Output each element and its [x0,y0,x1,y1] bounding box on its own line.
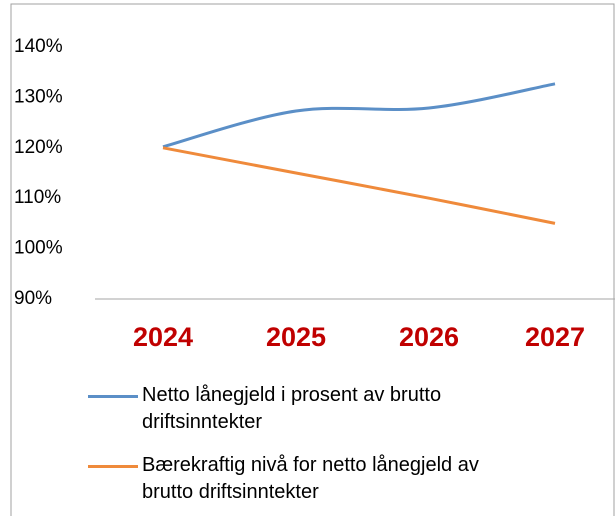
y-tick-label: 120% [14,137,63,158]
y-tick-label: 90% [14,288,52,309]
legend-item: Bærekraftig nivå for netto lånegjeld av … [88,452,508,506]
x-tick-label: 2027 [525,322,585,352]
y-tick-label: 110% [14,187,61,208]
x-tick-label: 2025 [266,322,326,352]
legend-key [88,395,138,398]
legend-key [88,465,138,468]
y-tick-label: 130% [14,86,63,107]
y-tick-label: 140% [14,36,63,57]
x-tick-label: 2026 [399,322,459,352]
chart-border [10,3,615,516]
legend-label: Bærekraftig nivå for netto lånegjeld av … [142,454,479,503]
legend-item: Netto lånegjeld i prosent av brutto drif… [88,382,508,436]
series-line [162,82,556,149]
y-tick-label: 100% [14,238,63,259]
legend-label: Netto lånegjeld i prosent av brutto drif… [142,384,442,433]
x-tick-label: 2024 [133,322,193,352]
series-line [162,146,556,225]
